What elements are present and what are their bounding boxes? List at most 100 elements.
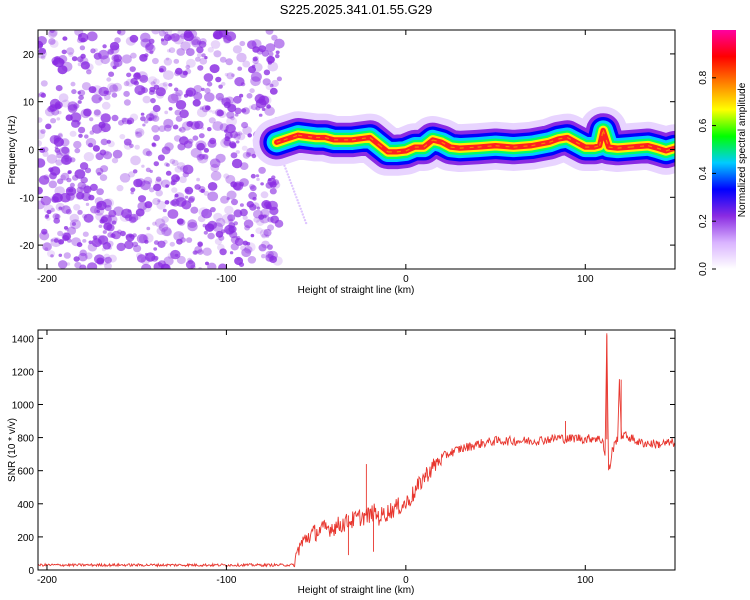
noise-blob [118, 120, 124, 126]
noise-blob [69, 157, 76, 163]
noise-blob [176, 218, 184, 225]
noise-blob [267, 216, 274, 223]
noise-blob [187, 219, 198, 229]
noise-blob [145, 42, 154, 51]
signal-track-segment [630, 145, 649, 148]
signal-track-segment [594, 145, 600, 148]
noise-blob [185, 64, 191, 70]
noise-streak-dot [287, 176, 291, 179]
noise-blob [57, 178, 64, 185]
noise-blob [187, 138, 194, 144]
noise-blob [247, 255, 257, 264]
noise-blob [85, 202, 90, 206]
noise-blob [182, 164, 194, 175]
noise-blob [212, 33, 219, 40]
noise-blob [208, 109, 213, 113]
noise-streak-dot [296, 199, 299, 202]
noise-blob [108, 246, 112, 250]
noise-blob [79, 264, 87, 269]
noise-blob [44, 247, 49, 251]
noise-blob [225, 174, 236, 184]
noise-blob [175, 176, 180, 180]
noise-blob [260, 191, 269, 199]
noise-blob [242, 215, 248, 220]
noise-blob [193, 92, 203, 101]
noise-blob [121, 117, 127, 123]
noise-blob [141, 164, 145, 168]
noise-blob [226, 190, 237, 200]
noise-blob [261, 107, 266, 111]
noise-blob [69, 188, 74, 193]
snr-panel: -200 -100 0 100 0 200 400 600 800 1000 1200 1400 H… [7, 329, 676, 596]
noise-blob [77, 121, 82, 125]
noise-blob [173, 58, 180, 64]
noise-blob [242, 151, 251, 159]
noise-blob [156, 227, 166, 236]
noise-blob [38, 47, 46, 55]
noise-blob [195, 56, 201, 62]
noise-blob [179, 109, 189, 119]
noise-blob [155, 189, 163, 197]
noise-blob [116, 184, 124, 192]
noise-blob [184, 195, 189, 199]
noise-blob [94, 58, 104, 66]
noise-blob [119, 134, 126, 140]
noise-blob [245, 152, 252, 158]
colorbar-label: Normalized spectral amplitude [737, 82, 748, 217]
noise-blob [121, 54, 132, 64]
signal-track-segment [450, 146, 460, 149]
noise-blob [275, 50, 280, 55]
noise-blob [239, 93, 244, 98]
noise-blob [186, 121, 193, 127]
noise-blob [87, 262, 98, 269]
noise-blob [265, 30, 274, 35]
noise-blob [237, 131, 243, 136]
noise-blob [149, 110, 159, 119]
noise-blob [215, 230, 224, 238]
noise-blob [251, 64, 256, 68]
noise-blob [190, 264, 196, 269]
colorbar: 0.0 0.2 0.4 0.6 0.8 Normalized spectral ampl… [698, 30, 748, 276]
noise-blob [73, 256, 80, 262]
noise-blob [256, 48, 264, 55]
noise-streak-dot [297, 201, 300, 205]
noise-blob [49, 39, 59, 48]
noise-blob [239, 162, 249, 171]
noise-blob [250, 185, 257, 192]
noise-blob [186, 58, 196, 68]
noise-blob [77, 181, 87, 190]
noise-blob [88, 86, 97, 94]
noise-blob [119, 173, 131, 183]
noise-blob [232, 45, 242, 54]
noise-streak-dot [284, 167, 287, 170]
noise-blob [162, 81, 168, 87]
noise-blob [71, 237, 81, 247]
signal-track-segment [369, 137, 380, 146]
noise-blob [123, 99, 131, 106]
noise-blob [192, 250, 198, 255]
noise-blob [250, 71, 262, 82]
noise-blob [58, 239, 65, 245]
noise-blob [99, 149, 107, 156]
noise-blob [96, 209, 100, 213]
noise-blob [219, 123, 229, 132]
noise-blob [48, 180, 57, 189]
noise-blob [175, 115, 183, 122]
noise-blob [145, 167, 151, 173]
noise-blob [259, 214, 270, 224]
noise-blob [92, 145, 100, 152]
noise-blob [50, 207, 56, 213]
chart-title: S225.2025.341.01.55.G29 [280, 2, 433, 17]
noise-blob [62, 232, 72, 241]
noise-blob [89, 117, 94, 122]
noise-blob [155, 176, 162, 182]
noise-blob [116, 242, 126, 252]
noise-blob [226, 111, 235, 119]
noise-blob [242, 60, 251, 68]
noise-blob [215, 153, 226, 163]
noise-blob [201, 208, 213, 219]
noise-blob [195, 140, 207, 151]
noise-blob [38, 175, 50, 185]
noise-blob [231, 73, 235, 77]
noise-blob [210, 207, 216, 213]
